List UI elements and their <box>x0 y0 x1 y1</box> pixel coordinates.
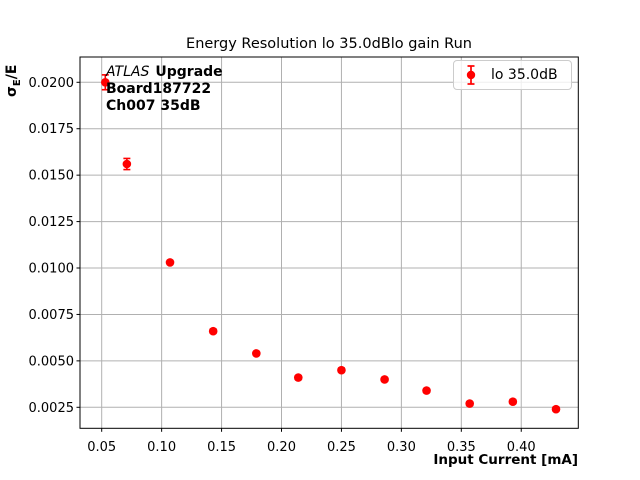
x-tick-label: 0.05 <box>87 440 116 455</box>
x-tick-label: 0.40 <box>507 440 536 455</box>
y-tick-label: 0.0050 <box>29 354 75 369</box>
data-point <box>422 386 431 395</box>
axes-frame <box>79 56 579 429</box>
data-point <box>208 326 218 336</box>
data-point <box>337 365 346 375</box>
x-axis-label: Input Current [mA] <box>433 452 578 468</box>
data-point <box>293 373 303 382</box>
data-point <box>100 77 110 87</box>
atlas-annotation: ATLAS Upgrade Board187722 Ch007 35dB <box>106 64 223 115</box>
annotation-line-2: Board187722 <box>106 81 212 97</box>
x-tick-label: 0.10 <box>147 440 176 455</box>
data-point <box>252 349 261 358</box>
chart-title: Energy Resolution lo 35.0dBlo gain Run <box>186 36 472 52</box>
upgrade-label: Upgrade <box>155 64 223 80</box>
data-point <box>380 375 389 384</box>
ylabel-rest: /E <box>4 64 20 80</box>
atlas-label: ATLAS <box>106 64 150 80</box>
y-tick-label: 0.0100 <box>29 262 75 277</box>
annotation-line-3: Ch007 35dB <box>106 98 201 114</box>
data-point <box>508 397 518 407</box>
y-tick-label: 0.0150 <box>29 169 75 184</box>
annotation-line-1: ATLAS Upgrade <box>106 64 223 81</box>
data-point <box>465 399 474 408</box>
ylabel-subscript: E <box>11 79 23 87</box>
x-tick-label: 0.25 <box>327 440 356 455</box>
x-tick-label: 0.30 <box>387 440 416 455</box>
y-tick-label: 0.0075 <box>29 308 75 323</box>
y-tick-label: 0.0200 <box>29 76 75 91</box>
y-tick-label: 0.0125 <box>29 215 75 230</box>
data-point <box>551 404 561 414</box>
x-tick-label: 0.15 <box>207 440 236 455</box>
legend: lo 35.0dB <box>453 60 572 90</box>
data-point <box>165 258 175 267</box>
errorbar-marker-icon <box>466 65 476 85</box>
x-tick-label: 0.35 <box>447 440 476 455</box>
ylabel-sigma: σ <box>4 86 20 97</box>
y-axis-label: σE/E <box>4 65 23 97</box>
data-point <box>122 159 132 169</box>
y-tick-label: 0.0175 <box>29 122 75 137</box>
y-tick-label: 0.0025 <box>29 401 75 416</box>
x-tick-label: 0.20 <box>267 440 296 455</box>
legend-label: lo 35.0dB <box>491 67 558 83</box>
